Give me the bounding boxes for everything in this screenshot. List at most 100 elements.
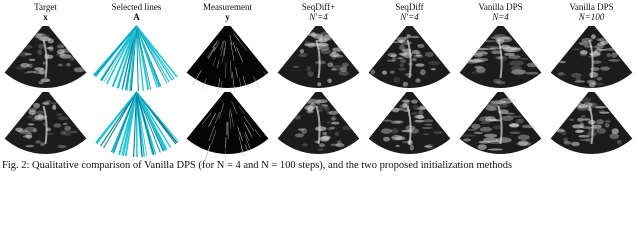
speckle xyxy=(326,121,335,124)
scan-line xyxy=(102,91,137,149)
speckle xyxy=(298,53,308,58)
speckle xyxy=(459,134,476,137)
speckle xyxy=(555,128,565,133)
speckle xyxy=(329,52,340,57)
speckle xyxy=(413,104,419,110)
speckle xyxy=(318,37,323,44)
scan-line xyxy=(135,91,155,155)
speckle xyxy=(317,99,328,104)
speckle xyxy=(73,67,85,73)
septum xyxy=(406,39,412,79)
speckle xyxy=(216,59,220,69)
speckle xyxy=(430,68,436,71)
speckle xyxy=(390,54,397,58)
speckle xyxy=(201,78,207,90)
speckle xyxy=(489,47,501,50)
scan-line xyxy=(135,91,172,148)
speckle xyxy=(596,77,603,81)
speckle xyxy=(312,33,324,40)
speckle xyxy=(586,79,596,84)
speckle xyxy=(330,117,338,120)
speckle xyxy=(38,43,45,49)
speckle xyxy=(315,126,327,132)
speckle xyxy=(484,105,499,110)
speckle xyxy=(37,113,43,120)
speckle xyxy=(473,50,489,56)
speckle xyxy=(382,70,388,75)
scan-line xyxy=(135,91,168,150)
speckle xyxy=(409,144,414,151)
speckle xyxy=(331,68,337,71)
speckle xyxy=(318,45,330,51)
septum xyxy=(315,39,321,79)
speckle xyxy=(306,99,318,106)
speckle xyxy=(402,102,407,108)
speckle xyxy=(583,102,593,108)
speckle xyxy=(220,40,224,50)
speckle xyxy=(600,40,609,45)
speckle xyxy=(28,58,36,62)
speckle xyxy=(305,98,318,103)
speckle xyxy=(508,55,521,59)
speckle xyxy=(245,144,249,153)
speckle xyxy=(339,66,348,73)
speckle xyxy=(411,50,420,55)
speckle xyxy=(486,102,499,108)
column-title: SeqDiff xyxy=(395,2,423,12)
speckle xyxy=(393,77,401,83)
speckle xyxy=(57,144,67,149)
speckle xyxy=(490,100,507,105)
speckle xyxy=(43,34,50,39)
speckle xyxy=(254,129,261,138)
image-tile xyxy=(186,92,269,169)
speckle xyxy=(571,73,582,78)
scan-line xyxy=(136,91,177,145)
image-tile xyxy=(368,92,451,154)
speckle xyxy=(18,128,28,135)
speckle xyxy=(221,48,225,64)
speckle xyxy=(231,101,238,115)
speckle xyxy=(581,38,593,43)
speckle xyxy=(59,130,67,135)
speckle xyxy=(218,102,225,120)
speckle xyxy=(488,118,498,122)
speckle xyxy=(46,54,54,59)
speckle xyxy=(201,112,212,125)
column-title: Vanilla DPS xyxy=(478,2,522,12)
ultrasound-fan xyxy=(186,26,269,88)
speckle xyxy=(317,82,322,87)
speckle xyxy=(23,45,33,49)
speckle xyxy=(487,148,504,151)
speckle xyxy=(415,63,425,67)
speckle xyxy=(307,106,314,112)
scan-line xyxy=(136,25,170,83)
speckle xyxy=(238,135,244,155)
speckle xyxy=(576,105,589,111)
speckle xyxy=(521,124,536,129)
speckle xyxy=(230,42,235,61)
septum xyxy=(315,105,321,145)
ultrasound-fan xyxy=(186,92,269,154)
speckle xyxy=(192,69,202,86)
speckle xyxy=(496,81,506,85)
speckle xyxy=(220,40,225,57)
speckle xyxy=(571,124,584,129)
speckle xyxy=(229,60,232,78)
column-symbol: A xyxy=(133,12,140,22)
speckle xyxy=(511,69,526,75)
scan-line xyxy=(112,91,137,153)
scan-line xyxy=(133,91,138,158)
speckle xyxy=(404,100,410,107)
speckle xyxy=(578,41,590,46)
speckle xyxy=(558,60,567,64)
speckle xyxy=(38,36,51,42)
speckle xyxy=(53,123,62,128)
speckle xyxy=(475,67,486,73)
speckle xyxy=(397,57,404,60)
speckle xyxy=(398,52,408,56)
speckle xyxy=(229,35,233,46)
scan-line xyxy=(135,25,174,81)
speckle xyxy=(500,115,514,122)
speckle xyxy=(217,78,221,95)
speckle xyxy=(563,140,572,145)
